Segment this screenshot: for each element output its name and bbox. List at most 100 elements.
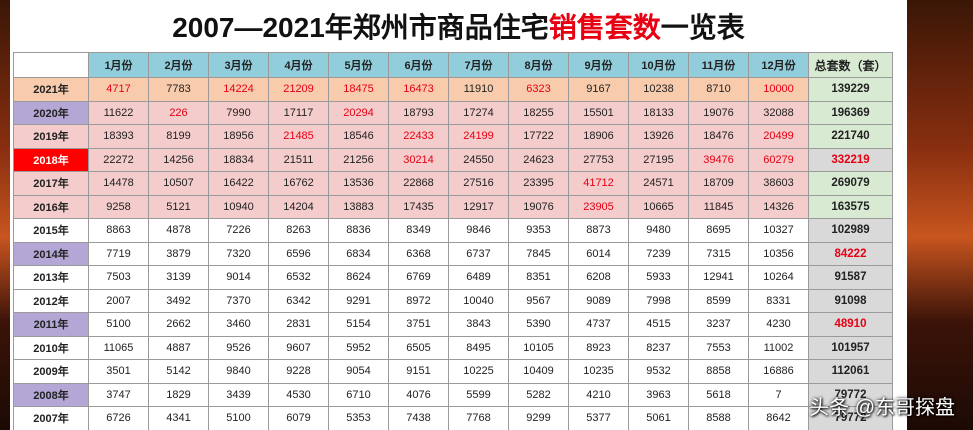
value-cell[interactable]: 6532 xyxy=(268,265,329,290)
value-cell[interactable]: 7553 xyxy=(688,335,749,360)
value-cell[interactable]: 9014 xyxy=(208,265,269,290)
total-cell[interactable]: 112061 xyxy=(808,359,893,384)
value-cell[interactable]: 8331 xyxy=(748,288,809,313)
value-cell[interactable]: 19076 xyxy=(688,100,749,125)
value-cell[interactable]: 1829 xyxy=(148,382,209,407)
value-cell[interactable]: 9567 xyxy=(508,288,569,313)
value-cell[interactable]: 8199 xyxy=(148,124,209,149)
value-cell[interactable]: 14204 xyxy=(268,194,329,219)
value-cell[interactable]: 6505 xyxy=(388,335,449,360)
value-cell[interactable]: 10225 xyxy=(448,359,509,384)
value-cell[interactable]: 3439 xyxy=(208,382,269,407)
value-cell[interactable]: 21256 xyxy=(328,147,389,172)
value-cell[interactable]: 4887 xyxy=(148,335,209,360)
value-cell[interactable]: 12917 xyxy=(448,194,509,219)
value-cell[interactable]: 41712 xyxy=(568,171,629,196)
value-cell[interactable]: 18255 xyxy=(508,100,569,125)
value-cell[interactable]: 9258 xyxy=(88,194,149,219)
value-cell[interactable]: 7 xyxy=(748,382,809,407)
value-cell[interactable]: 6079 xyxy=(268,406,329,430)
value-cell[interactable]: 11845 xyxy=(688,194,749,219)
total-cell[interactable]: 84222 xyxy=(808,241,893,266)
value-cell[interactable]: 18546 xyxy=(328,124,389,149)
value-cell[interactable]: 8237 xyxy=(628,335,689,360)
value-cell[interactable]: 9151 xyxy=(388,359,449,384)
value-cell[interactable]: 8710 xyxy=(688,77,749,102)
value-cell[interactable]: 22868 xyxy=(388,171,449,196)
value-cell[interactable]: 6208 xyxy=(568,265,629,290)
value-cell[interactable]: 15501 xyxy=(568,100,629,125)
value-cell[interactable]: 23905 xyxy=(568,194,629,219)
value-cell[interactable]: 7438 xyxy=(388,406,449,430)
value-cell[interactable]: 18475 xyxy=(328,77,389,102)
value-cell[interactable]: 10327 xyxy=(748,218,809,243)
value-cell[interactable]: 3879 xyxy=(148,241,209,266)
value-cell[interactable]: 17274 xyxy=(448,100,509,125)
value-cell[interactable]: 60279 xyxy=(748,147,809,172)
value-cell[interactable]: 6014 xyxy=(568,241,629,266)
value-cell[interactable]: 24550 xyxy=(448,147,509,172)
value-cell[interactable]: 9532 xyxy=(628,359,689,384)
value-cell[interactable]: 10409 xyxy=(508,359,569,384)
value-cell[interactable]: 18709 xyxy=(688,171,749,196)
value-cell[interactable]: 16422 xyxy=(208,171,269,196)
value-cell[interactable]: 20294 xyxy=(328,100,389,125)
value-cell[interactable]: 7320 xyxy=(208,241,269,266)
value-cell[interactable]: 5377 xyxy=(568,406,629,430)
year-cell[interactable]: 2010年 xyxy=(13,335,89,360)
value-cell[interactable]: 17722 xyxy=(508,124,569,149)
value-cell[interactable]: 9607 xyxy=(268,335,329,360)
total-cell[interactable]: 91587 xyxy=(808,265,893,290)
year-cell[interactable]: 2011年 xyxy=(13,312,89,337)
value-cell[interactable]: 4210 xyxy=(568,382,629,407)
value-cell[interactable]: 3237 xyxy=(688,312,749,337)
value-cell[interactable]: 5618 xyxy=(688,382,749,407)
total-cell[interactable]: 102989 xyxy=(808,218,893,243)
header-month-2[interactable]: 2月份 xyxy=(148,52,209,78)
year-cell[interactable]: 2021年 xyxy=(13,77,89,102)
value-cell[interactable]: 8858 xyxy=(688,359,749,384)
header-month-3[interactable]: 3月份 xyxy=(208,52,269,78)
value-cell[interactable]: 7783 xyxy=(148,77,209,102)
value-cell[interactable]: 6323 xyxy=(508,77,569,102)
header-month-10[interactable]: 10月份 xyxy=(628,52,689,78)
value-cell[interactable]: 3139 xyxy=(148,265,209,290)
header-month-5[interactable]: 5月份 xyxy=(328,52,389,78)
value-cell[interactable]: 8642 xyxy=(748,406,809,430)
value-cell[interactable]: 2662 xyxy=(148,312,209,337)
value-cell[interactable]: 5061 xyxy=(628,406,689,430)
value-cell[interactable]: 4717 xyxy=(88,77,149,102)
value-cell[interactable]: 5282 xyxy=(508,382,569,407)
value-cell[interactable]: 21485 xyxy=(268,124,329,149)
value-cell[interactable]: 30214 xyxy=(388,147,449,172)
value-cell[interactable]: 11910 xyxy=(448,77,509,102)
total-cell[interactable]: 48910 xyxy=(808,312,893,337)
value-cell[interactable]: 4737 xyxy=(568,312,629,337)
value-cell[interactable]: 5390 xyxy=(508,312,569,337)
value-cell[interactable]: 9299 xyxy=(508,406,569,430)
value-cell[interactable]: 27516 xyxy=(448,171,509,196)
value-cell[interactable]: 6769 xyxy=(388,265,449,290)
value-cell[interactable]: 23395 xyxy=(508,171,569,196)
value-cell[interactable]: 10040 xyxy=(448,288,509,313)
value-cell[interactable]: 5353 xyxy=(328,406,389,430)
value-cell[interactable]: 7370 xyxy=(208,288,269,313)
value-cell[interactable]: 4515 xyxy=(628,312,689,337)
value-cell[interactable]: 24623 xyxy=(508,147,569,172)
value-cell[interactable]: 7226 xyxy=(208,218,269,243)
value-cell[interactable]: 7990 xyxy=(208,100,269,125)
value-cell[interactable]: 5154 xyxy=(328,312,389,337)
value-cell[interactable]: 9089 xyxy=(568,288,629,313)
value-cell[interactable]: 8695 xyxy=(688,218,749,243)
value-cell[interactable]: 27753 xyxy=(568,147,629,172)
year-cell[interactable]: 2015年 xyxy=(13,218,89,243)
value-cell[interactable]: 7239 xyxy=(628,241,689,266)
value-cell[interactable]: 3843 xyxy=(448,312,509,337)
value-cell[interactable]: 10356 xyxy=(748,241,809,266)
value-cell[interactable]: 10235 xyxy=(568,359,629,384)
value-cell[interactable]: 10507 xyxy=(148,171,209,196)
value-cell[interactable]: 5142 xyxy=(148,359,209,384)
value-cell[interactable]: 7315 xyxy=(688,241,749,266)
value-cell[interactable]: 9054 xyxy=(328,359,389,384)
header-total[interactable]: 总套数（套） xyxy=(808,52,893,78)
